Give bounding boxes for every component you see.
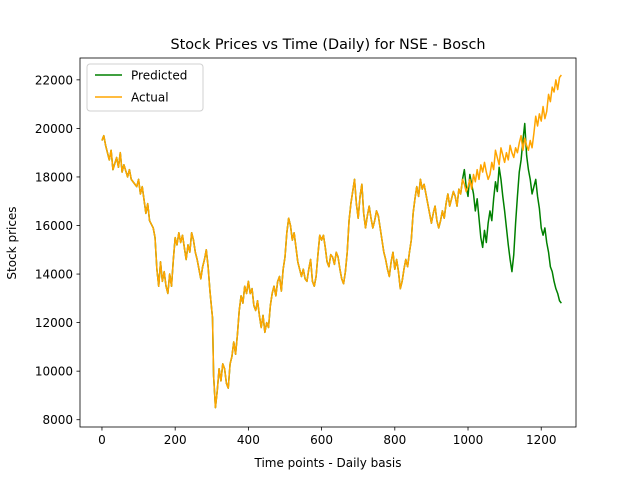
x-tick-label: 1200 <box>526 433 557 447</box>
x-tick-label: 200 <box>164 433 187 447</box>
chart-title: Stock Prices vs Time (Daily) for NSE - B… <box>170 37 485 53</box>
legend: Predicted Actual <box>86 63 204 112</box>
series-group <box>101 74 562 409</box>
legend-label-actual: Actual <box>131 91 169 105</box>
series-line-actual <box>101 74 562 409</box>
plot-frame <box>79 57 577 428</box>
x-tick-label: 600 <box>310 433 333 447</box>
y-tick-label: 20000 <box>35 122 73 136</box>
y-tick-label: 10000 <box>35 365 73 379</box>
x-axis-label: Time points - Daily basis <box>254 456 402 470</box>
plot-area <box>79 57 577 428</box>
y-tick-label: 16000 <box>35 219 73 233</box>
x-tick-label: 400 <box>237 433 260 447</box>
x-tick-label: 1000 <box>453 433 484 447</box>
x-axis: 0 200 400 600 800 1000 1200 <box>98 427 556 447</box>
y-tick-label: 8000 <box>42 413 73 427</box>
legend-label-predicted: Predicted <box>131 69 187 83</box>
y-axis: 8000 10000 12000 14000 16000 18000 20000 22000 <box>35 73 80 427</box>
y-tick-label: 12000 <box>35 316 73 330</box>
y-tick-label: 18000 <box>35 170 73 184</box>
x-tick-label: 0 <box>98 433 106 447</box>
y-tick-label: 14000 <box>35 268 73 282</box>
y-tick-label: 22000 <box>35 73 73 87</box>
x-tick-label: 800 <box>383 433 406 447</box>
y-axis-label: Stock prices <box>5 206 19 279</box>
